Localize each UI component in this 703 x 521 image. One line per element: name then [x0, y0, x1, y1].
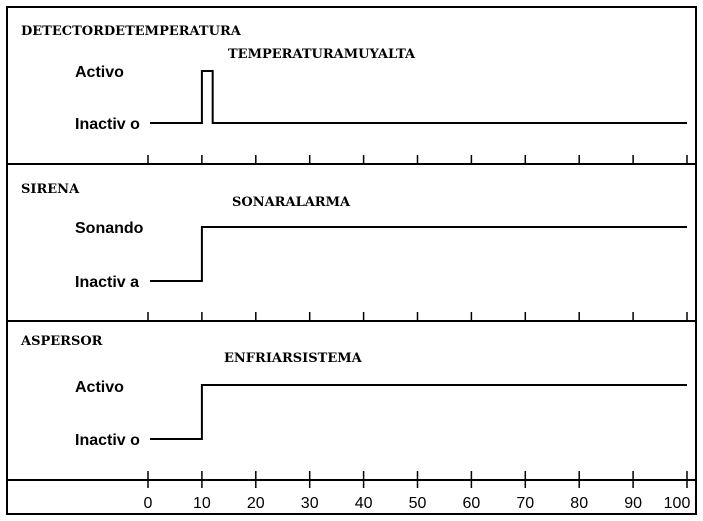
event-label: ENFRIARSISTEMA: [224, 351, 363, 366]
lane-tick-marks: [147, 471, 688, 480]
axis-tick-label: 10: [193, 495, 211, 512]
axis-tick-label: 90: [624, 495, 642, 512]
diagram-frame: [6, 6, 697, 515]
axis-tick-label: 0: [144, 495, 153, 512]
signal-waveform: [150, 70, 687, 124]
axis-tick-label: 100: [664, 495, 691, 512]
lane-title: DETECTORDETEMPERATURA: [21, 24, 242, 39]
axis-tick-label: 20: [247, 495, 265, 512]
state-label-low: Inactiv o: [75, 432, 140, 449]
signal-waveform: [150, 226, 687, 282]
axis-tick-label: 50: [409, 495, 427, 512]
lane-temperature-detector: DETECTORDETEMPERATURA TEMPERATURAMUYALTA…: [21, 24, 688, 164]
state-label-low: Inactiv a: [75, 274, 139, 291]
lane-title: ASPERSOR: [20, 334, 103, 349]
event-label: SONARALARMA: [232, 195, 351, 210]
lane-siren: SIRENA SONARALARMA Sonando Inactiv a: [21, 182, 688, 321]
axis-tick-label: 70: [516, 495, 534, 512]
lane-title: SIRENA: [21, 182, 80, 197]
lane-tick-marks: [147, 312, 688, 321]
time-axis: 0 10 20 30 40 50 60 70 80 90 100: [144, 480, 691, 512]
event-label: TEMPERATURAMUYALTA: [228, 47, 416, 62]
state-label-low: Inactiv o: [75, 116, 140, 133]
axis-tick-label: 40: [355, 495, 373, 512]
axis-tick-label: 60: [463, 495, 481, 512]
lane-tick-marks: [147, 155, 688, 164]
state-label-high: Sonando: [75, 220, 144, 237]
axis-tick-label: 80: [570, 495, 588, 512]
signal-waveform: [150, 384, 687, 440]
lane-sprinkler: ASPERSOR ENFRIARSISTEMA Activo Inactiv o: [20, 334, 688, 480]
state-label-high: Activo: [75, 64, 124, 81]
state-label-high: Activo: [75, 379, 124, 396]
axis-tick-label: 30: [301, 495, 319, 512]
